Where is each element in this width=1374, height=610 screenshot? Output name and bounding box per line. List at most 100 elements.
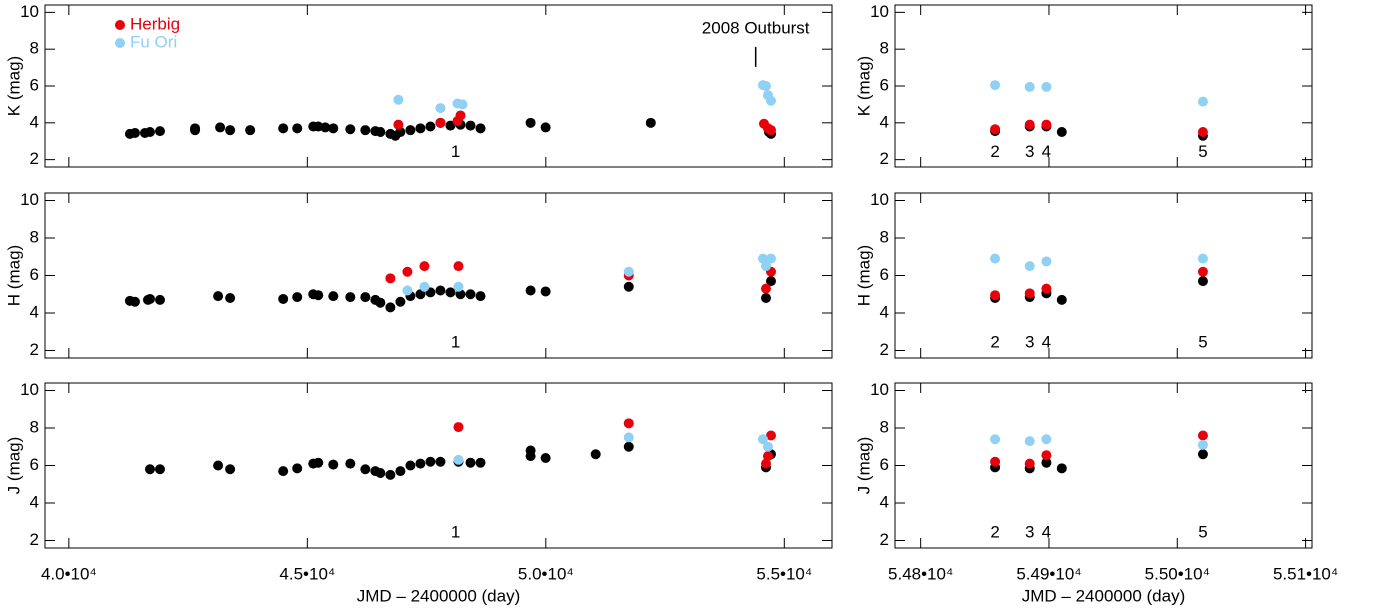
x-axis-label: JMD – 2400000 (day) bbox=[357, 586, 520, 605]
data-point bbox=[425, 121, 436, 132]
y-tick-label: 2 bbox=[880, 530, 889, 549]
x-axis-label: JMD – 2400000 (day) bbox=[1022, 586, 1185, 605]
y-tick-label: 2 bbox=[30, 149, 39, 168]
plot-frame bbox=[894, 382, 1313, 549]
y-tick-label: 4 bbox=[30, 112, 39, 131]
data-point bbox=[623, 281, 634, 292]
x-tick-label: 5.48•10⁴ bbox=[888, 564, 953, 583]
annotation: 5 bbox=[1198, 332, 1207, 351]
annotation: 3 bbox=[1025, 332, 1034, 351]
data-point bbox=[425, 456, 436, 467]
data-point bbox=[415, 458, 426, 469]
data-point bbox=[455, 110, 466, 121]
data-point bbox=[990, 434, 1001, 445]
data-point bbox=[154, 294, 165, 305]
x-tick-label: 4.0•10⁴ bbox=[41, 564, 97, 583]
data-point bbox=[455, 289, 466, 300]
x-tick-label: 5.49•10⁴ bbox=[1016, 564, 1081, 583]
data-point bbox=[1197, 439, 1208, 450]
y-tick-label: 10 bbox=[870, 2, 889, 21]
data-point bbox=[405, 460, 416, 471]
data-point bbox=[1024, 261, 1035, 272]
data-point bbox=[540, 453, 551, 463]
data-point bbox=[525, 285, 536, 296]
annotation: 5 bbox=[1198, 142, 1207, 161]
data-point bbox=[129, 296, 140, 307]
data-point bbox=[760, 293, 771, 303]
data-point bbox=[1197, 449, 1208, 460]
y-tick-label: 6 bbox=[880, 455, 889, 474]
data-point bbox=[360, 292, 371, 303]
data-point bbox=[213, 291, 224, 302]
data-point bbox=[393, 119, 404, 130]
data-point bbox=[762, 451, 773, 462]
data-point bbox=[129, 127, 140, 138]
data-point bbox=[1197, 430, 1208, 441]
data-point bbox=[1197, 266, 1208, 277]
data-point bbox=[762, 441, 773, 452]
y-axis-label: H (mag) bbox=[4, 245, 23, 306]
legend-label: Fu Ori bbox=[130, 32, 177, 51]
x-tick-label: 4.5•10⁴ bbox=[279, 564, 335, 583]
data-point bbox=[225, 464, 236, 475]
annotation: 3 bbox=[1025, 522, 1034, 541]
data-point bbox=[525, 117, 536, 128]
data-point bbox=[623, 432, 634, 443]
data-point bbox=[435, 103, 446, 114]
data-point bbox=[1056, 294, 1067, 305]
data-point bbox=[385, 273, 396, 284]
data-point bbox=[765, 276, 776, 287]
data-point bbox=[395, 466, 406, 477]
data-point bbox=[645, 117, 656, 128]
data-point bbox=[328, 123, 339, 134]
data-point bbox=[1197, 96, 1208, 107]
data-point bbox=[990, 124, 1001, 135]
data-point bbox=[419, 261, 430, 272]
y-tick-label: 8 bbox=[880, 39, 889, 58]
y-axis-label: J (mag) bbox=[854, 437, 873, 495]
data-point bbox=[292, 123, 303, 134]
legend-marker bbox=[115, 38, 125, 48]
data-point bbox=[393, 94, 404, 105]
x-tick-label: 5.51•10⁴ bbox=[1273, 564, 1338, 583]
data-point bbox=[475, 291, 486, 302]
annotation: 2008 Outburst bbox=[702, 18, 810, 37]
data-point bbox=[1041, 119, 1052, 130]
data-point bbox=[623, 266, 634, 277]
y-tick-label: 2 bbox=[30, 530, 39, 549]
data-point bbox=[540, 122, 551, 133]
data-point bbox=[1024, 119, 1035, 130]
data-point bbox=[144, 127, 155, 138]
data-point bbox=[760, 81, 771, 91]
data-point bbox=[1024, 458, 1035, 469]
data-point bbox=[375, 468, 386, 478]
data-point bbox=[292, 292, 303, 303]
data-point bbox=[225, 125, 236, 136]
y-tick-label: 6 bbox=[30, 75, 39, 94]
legend-label: Herbig bbox=[130, 14, 180, 33]
data-point bbox=[465, 457, 476, 468]
data-point bbox=[1041, 457, 1052, 468]
data-point bbox=[1056, 463, 1067, 474]
data-point bbox=[328, 459, 339, 470]
y-tick-label: 10 bbox=[20, 2, 39, 21]
x-tick-label: 5.5•10⁴ bbox=[756, 564, 812, 583]
data-point bbox=[1041, 81, 1052, 92]
data-point bbox=[453, 422, 464, 433]
data-point bbox=[623, 441, 634, 452]
plot-frame bbox=[894, 192, 1313, 359]
data-point bbox=[1041, 256, 1052, 267]
annotation: 3 bbox=[1025, 142, 1034, 161]
data-point bbox=[757, 434, 768, 445]
y-tick-label: 2 bbox=[880, 149, 889, 168]
y-tick-label: 2 bbox=[30, 340, 39, 359]
data-point bbox=[375, 127, 386, 138]
data-point bbox=[762, 90, 773, 101]
data-point bbox=[453, 261, 464, 272]
data-point bbox=[154, 464, 165, 475]
data-point bbox=[419, 281, 430, 292]
data-point bbox=[623, 418, 634, 429]
y-tick-label: 4 bbox=[30, 492, 39, 511]
data-point bbox=[475, 457, 486, 468]
data-point bbox=[245, 125, 256, 136]
